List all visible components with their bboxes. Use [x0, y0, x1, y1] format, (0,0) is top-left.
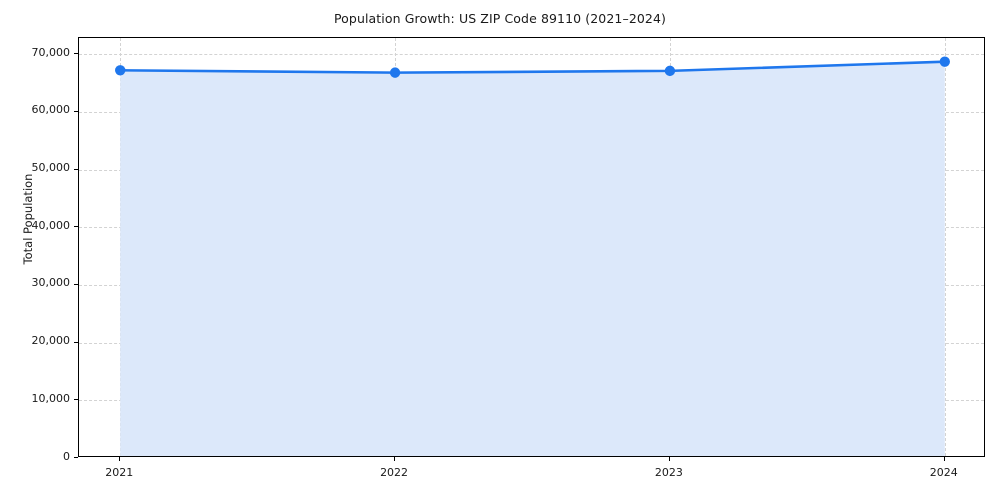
y-tick-label-50000: 50,000 — [31, 161, 71, 175]
y-tick-label-70000: 70,000 — [31, 45, 71, 59]
x-tick-mark-2021 — [119, 457, 121, 461]
data-point-2022[interactable] — [389, 67, 401, 78]
x-tick-mark-2024 — [943, 457, 945, 461]
x-tick-label-2024: 2024 — [929, 466, 958, 479]
y-tick-label-60000: 60,000 — [31, 103, 71, 117]
x-tick-label-2023: 2023 — [654, 466, 683, 479]
x-tick-mark-2023 — [668, 457, 670, 461]
y-tick-label-40000: 40,000 — [31, 218, 71, 232]
y-tick-mark-20000 — [74, 341, 78, 343]
plot-area — [78, 37, 985, 457]
area-fill — [120, 61, 945, 456]
gridline-y-70000 — [79, 54, 984, 56]
data-point-2021[interactable] — [115, 65, 126, 76]
chart-title: Population Growth: US ZIP Code 89110 (20… — [333, 11, 667, 26]
y-tick-mark-0 — [74, 457, 78, 458]
y-tick-mark-70000 — [74, 53, 78, 55]
data-point-2023[interactable] — [664, 65, 676, 77]
y-tick-label-0: 0 — [63, 449, 70, 463]
y-tick-label-30000: 30,000 — [31, 276, 71, 290]
series-line — [118, 60, 947, 74]
y-tick-label-20000: 20,000 — [31, 334, 71, 348]
y-tick-mark-40000 — [74, 226, 78, 228]
y-tick-label-10000: 10,000 — [31, 391, 71, 405]
y-tick-mark-30000 — [74, 283, 78, 285]
y-tick-mark-60000 — [74, 110, 78, 112]
data-point-2024[interactable] — [939, 56, 950, 67]
y-tick-mark-50000 — [74, 168, 78, 170]
x-tick-label-2022: 2022 — [380, 466, 409, 479]
y-tick-mark-10000 — [74, 399, 78, 401]
x-tick-mark-2022 — [394, 457, 396, 461]
data-series — [115, 56, 950, 456]
gridline-x-2024 — [944, 38, 946, 456]
x-tick-label-2021: 2021 — [105, 466, 134, 479]
